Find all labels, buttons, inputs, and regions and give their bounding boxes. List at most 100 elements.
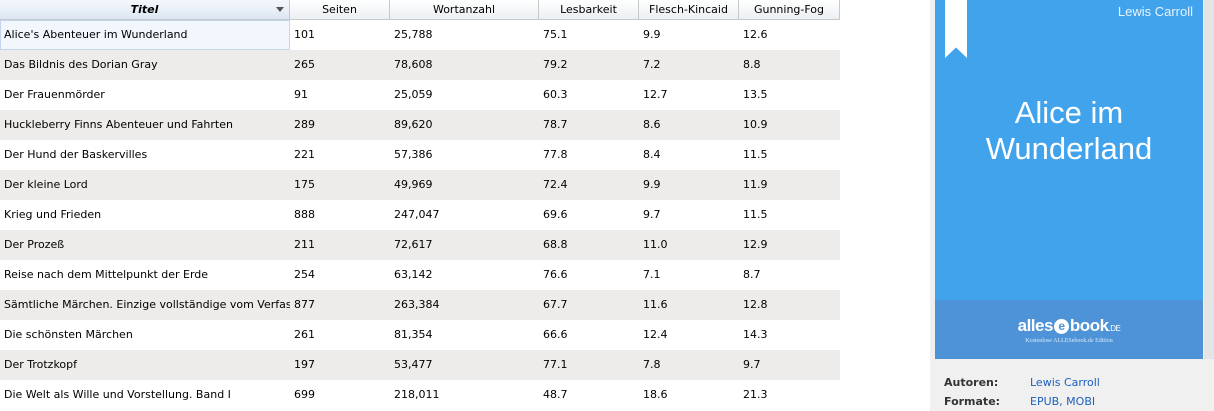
- cell-flesch-kincaid: 11.0: [643, 238, 668, 251]
- cell-flesch-kincaid: 18.6: [643, 388, 668, 401]
- table-row[interactable]: Alice's Abenteuer im Wunderland 101 25,788…: [0, 20, 840, 50]
- cell-word-count: 63,142: [394, 268, 433, 281]
- cell-pages: 254: [294, 268, 315, 281]
- cell-word-count: 25,788: [394, 28, 433, 41]
- formats-link[interactable]: EPUB, MOBI: [1030, 395, 1096, 408]
- cell-readability: 48.7: [543, 388, 568, 401]
- cell-gunning-fog: 14.3: [743, 328, 768, 341]
- table-header: Titel Seiten Wortanzahl Lesbarkeit Flesc…: [0, 0, 840, 20]
- cell-readability: 72.4: [543, 178, 568, 191]
- cell-word-count: 247,047: [394, 208, 440, 221]
- cell-gunning-fog: 8.8: [743, 58, 761, 71]
- logo-circle-e: e: [1053, 319, 1069, 334]
- cell-gunning-fog: 11.9: [743, 178, 768, 191]
- cell-flesch-kincaid: 7.2: [643, 58, 661, 71]
- cell-title: Sämtliche Märchen. Einzige vollständige …: [4, 298, 290, 311]
- cell-readability: 68.8: [543, 238, 568, 251]
- formats-label: Formate:: [944, 395, 1001, 408]
- table-row[interactable]: Sämtliche Märchen. Einzige vollständige …: [0, 290, 840, 320]
- column-header-gunning-fog[interactable]: Gunning-Fog: [739, 0, 840, 19]
- table-row[interactable]: Die schönsten Märchen 261 81,354 66.6 12.4 14…: [0, 320, 840, 350]
- cell-gunning-fog: 11.5: [743, 148, 768, 161]
- cell-pages: 888: [294, 208, 315, 221]
- table-body: Alice's Abenteuer im Wunderland 101 25,788…: [0, 20, 840, 410]
- cell-gunning-fog: 9.7: [743, 358, 761, 371]
- cell-title: Reise nach dem Mittelpunkt der Erde: [4, 268, 209, 281]
- column-header-readability[interactable]: Lesbarkeit: [539, 0, 639, 19]
- cell-pages: 221: [294, 148, 315, 161]
- cell-readability: 60.3: [543, 88, 568, 101]
- cell-flesch-kincaid: 12.4: [643, 328, 668, 341]
- cell-flesch-kincaid: 8.4: [643, 148, 661, 161]
- cell-flesch-kincaid: 9.9: [643, 28, 661, 41]
- column-header-title-label: Titel: [130, 3, 159, 16]
- cell-title: Der kleine Lord: [4, 178, 88, 191]
- cell-title: Der Hund der Baskervilles: [4, 148, 148, 161]
- authors-row: Autoren: Lewis Carroll: [944, 374, 1204, 392]
- cover-title: Alice im Wunderland: [935, 95, 1203, 167]
- publisher-logo: alles e book.DE: [1017, 316, 1121, 335]
- cell-flesch-kincaid: 8.6: [643, 118, 661, 131]
- cover-author: Lewis Carroll: [1117, 4, 1193, 19]
- cell-pages: 289: [294, 118, 315, 131]
- cell-pages: 699: [294, 388, 315, 401]
- book-list-table: Titel Seiten Wortanzahl Lesbarkeit Flesc…: [0, 0, 840, 410]
- cell-word-count: 57,386: [394, 148, 433, 161]
- cell-title: Alice's Abenteuer im Wunderland: [0, 20, 290, 50]
- cell-word-count: 72,617: [394, 238, 433, 251]
- table-row[interactable]: Der kleine Lord 175 49,969 72.4 9.9 11.9: [0, 170, 840, 200]
- cell-word-count: 263,384: [394, 298, 440, 311]
- table-row[interactable]: Reise nach dem Mittelpunkt der Erde 254 63…: [0, 260, 840, 290]
- table-row[interactable]: Der Prozeß 211 72,617 68.8 11.0 12.9: [0, 230, 840, 260]
- cell-gunning-fog: 11.5: [743, 208, 768, 221]
- cell-gunning-fog: 12.6: [743, 28, 768, 41]
- authors-label: Autoren:: [944, 376, 999, 389]
- formats-row: Formate: EPUB, MOBI: [944, 393, 1204, 411]
- cell-word-count: 89,620: [394, 118, 433, 131]
- cell-title: Die schönsten Märchen: [4, 328, 133, 341]
- cell-title: Das Bildnis des Dorian Gray: [4, 58, 158, 71]
- cell-word-count: 53,477: [394, 358, 433, 371]
- column-header-pages[interactable]: Seiten: [290, 0, 390, 19]
- table-row[interactable]: Das Bildnis des Dorian Gray 265 78,608 79.2…: [0, 50, 840, 80]
- table-row[interactable]: Krieg und Frieden 888 247,047 69.6 9.7 11.5: [0, 200, 840, 230]
- cell-title: Krieg und Frieden: [4, 208, 102, 221]
- cell-flesch-kincaid: 12.7: [643, 88, 668, 101]
- cell-pages: 211: [294, 238, 315, 251]
- cell-word-count: 218,011: [394, 388, 440, 401]
- cell-gunning-fog: 12.9: [743, 238, 768, 251]
- cell-word-count: 49,969: [394, 178, 433, 191]
- table-row[interactable]: Der Trotzkopf 197 53,477 77.1 7.8 9.7: [0, 350, 840, 380]
- cell-readability: 78.7: [543, 118, 568, 131]
- table-row[interactable]: Der Frauenmörder 91 25,059 60.3 12.7 13.5: [0, 80, 840, 110]
- column-header-flesch-kincaid[interactable]: Flesch-Kincaid: [639, 0, 739, 19]
- cell-pages: 265: [294, 58, 315, 71]
- cell-readability: 77.8: [543, 148, 568, 161]
- cover-title-line-1: Alice im: [1014, 95, 1124, 130]
- table-row[interactable]: Huckleberry Finns Abenteuer und Fahrten 2…: [0, 110, 840, 140]
- cell-readability: 77.1: [543, 358, 568, 371]
- column-header-word-count[interactable]: Wortanzahl: [390, 0, 539, 19]
- cell-title: Der Trotzkopf: [4, 358, 78, 371]
- cell-readability: 66.6: [543, 328, 568, 341]
- book-details-panel: Lewis Carroll Alice im Wunderland alles e…: [930, 0, 1214, 411]
- authors-link[interactable]: Lewis Carroll: [1030, 376, 1100, 389]
- panel-scrollbar[interactable]: [1204, 0, 1214, 359]
- book-cover[interactable]: Lewis Carroll Alice im Wunderland alles e…: [935, 0, 1203, 359]
- cell-pages: 197: [294, 358, 315, 371]
- cell-word-count: 81,354: [394, 328, 433, 341]
- cell-title: Der Prozeß: [4, 238, 65, 251]
- cell-gunning-fog: 12.8: [743, 298, 768, 311]
- sort-descending-icon: [276, 7, 284, 12]
- cell-readability: 69.6: [543, 208, 568, 221]
- cell-flesch-kincaid: 9.9: [643, 178, 661, 191]
- cell-pages: 261: [294, 328, 315, 341]
- cell-readability: 79.2: [543, 58, 568, 71]
- cell-word-count: 25,059: [394, 88, 433, 101]
- cell-title: Huckleberry Finns Abenteuer und Fahrten: [4, 118, 233, 131]
- table-row[interactable]: Die Welt als Wille und Vorstellung. Band…: [0, 380, 840, 410]
- table-row[interactable]: Der Hund der Baskervilles 221 57,386 77.8 8.…: [0, 140, 840, 170]
- publisher-tagline: Kostenlose ALLESebook.de Edition: [1025, 338, 1113, 344]
- column-header-title[interactable]: Titel: [0, 0, 290, 19]
- cell-word-count: 78,608: [394, 58, 433, 71]
